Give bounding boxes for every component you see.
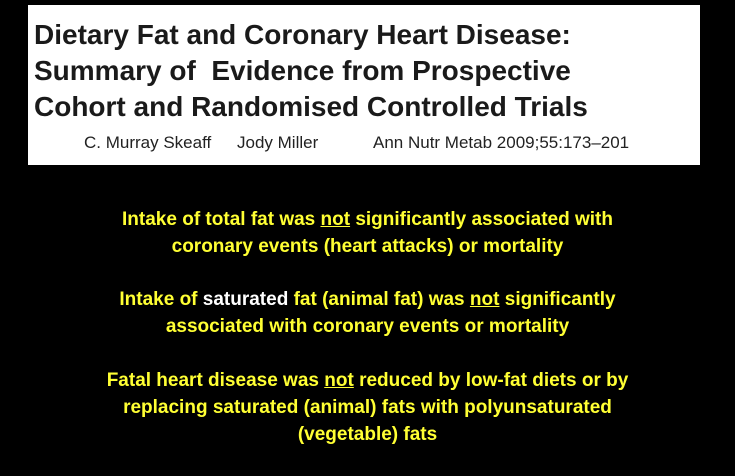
citation: Ann Nutr Metab 2009;55:173–201 (373, 133, 630, 152)
statement-line: Intake of total fat was not significantl… (0, 207, 735, 233)
emphasis: not (320, 209, 351, 230)
title-line: Summary of Evidence from Prospective (34, 55, 571, 86)
statement-line: Fatal heart disease was not reduced by l… (0, 368, 735, 394)
statement-line: associated with coronary events or morta… (0, 314, 735, 340)
text: Fatal heart disease was (106, 370, 325, 391)
header-box: Dietary Fat and Coronary Heart Disease: … (28, 5, 700, 165)
text: (vegetable) fats (297, 424, 438, 445)
text: Intake of total fat was (122, 209, 321, 230)
text: significantly (499, 289, 616, 310)
statement-line: coronary events (heart attacks) or morta… (0, 234, 735, 260)
text: coronary events (heart attacks) or morta… (171, 236, 564, 257)
title-line: Dietary Fat and Coronary Heart Disease: (34, 19, 571, 50)
text: Intake of (119, 289, 203, 310)
text: reduced by low-fat diets or by (353, 370, 629, 391)
author: Jody Miller (237, 133, 319, 152)
highlight: saturated (202, 289, 289, 310)
text: fat (animal fat) was (288, 289, 470, 310)
title-line: Cohort and Randomised Controlled Trials (34, 91, 588, 122)
text: significantly associated with (350, 209, 613, 230)
emphasis: not (469, 289, 500, 310)
author: C. Murray Skeaff (84, 133, 212, 152)
statement-line: replacing saturated (animal) fats with p… (0, 395, 735, 421)
text: replacing saturated (animal) fats with p… (123, 397, 612, 418)
statement-line: Intake of saturated fat (animal fat) was… (0, 287, 735, 313)
emphasis: not (324, 370, 354, 391)
statement-line: (vegetable) fats (0, 422, 735, 448)
text: associated with coronary events or morta… (165, 316, 570, 337)
